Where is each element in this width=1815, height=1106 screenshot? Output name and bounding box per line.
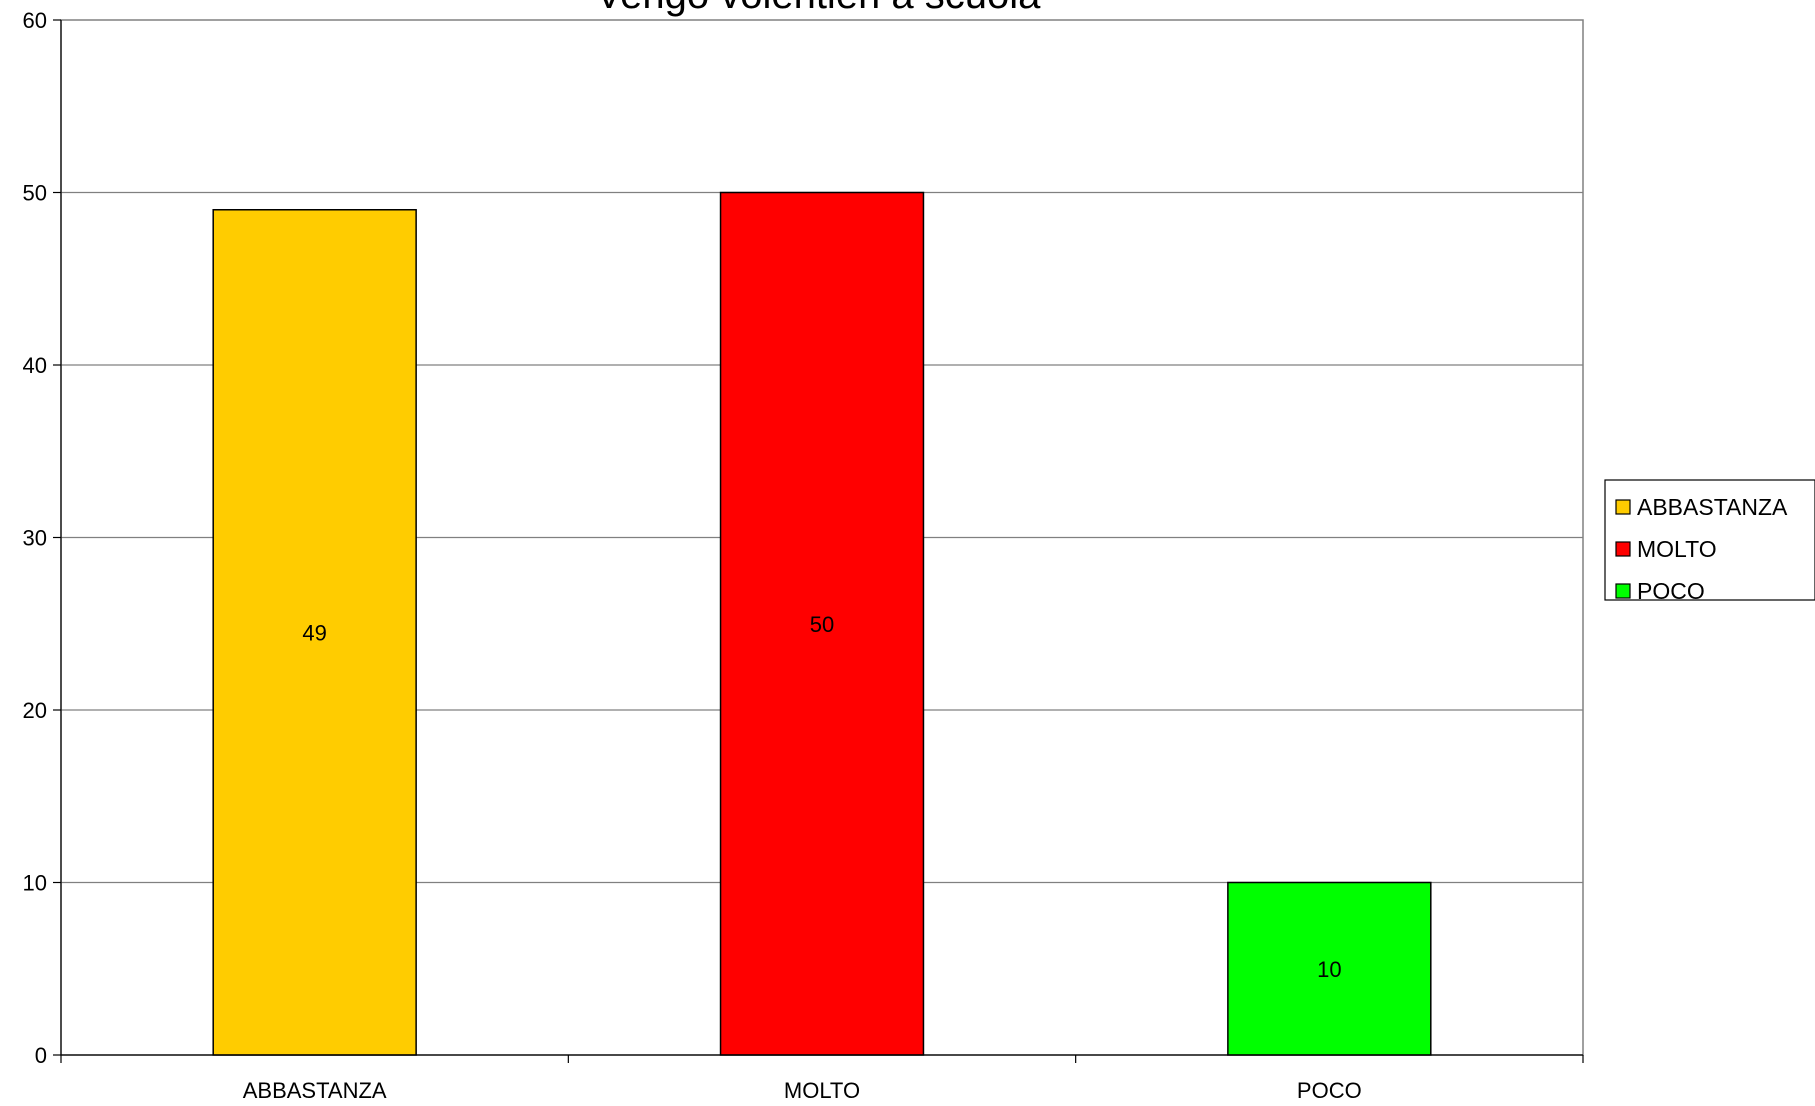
legend-swatch bbox=[1615, 499, 1631, 515]
legend-swatch bbox=[1615, 583, 1631, 599]
axes: 0 10 20 30 40 50 60 ABBASTANZA MOLTO POCO bbox=[23, 8, 1584, 1103]
y-tick-label: 0 bbox=[35, 1043, 47, 1068]
legend-swatch bbox=[1615, 541, 1631, 557]
data-label: 49 bbox=[302, 620, 326, 645]
legend-label: ABBASTANZA bbox=[1637, 494, 1788, 520]
bar-abbastanza bbox=[212, 209, 417, 1056]
chart-title: Vengo volentieri a scuola bbox=[596, 0, 1042, 17]
legend: ABBASTANZA MOLTO POCO bbox=[1604, 479, 1815, 604]
data-label: 50 bbox=[810, 612, 834, 637]
legend-label: MOLTO bbox=[1637, 536, 1717, 562]
y-tick-label: 50 bbox=[23, 181, 47, 206]
data-label: 10 bbox=[1317, 957, 1341, 982]
legend-label: POCO bbox=[1637, 578, 1705, 604]
bars: 49 50 10 bbox=[212, 191, 1432, 1056]
y-tick-label: 20 bbox=[23, 698, 47, 723]
y-tick-label: 40 bbox=[23, 353, 47, 378]
legend-box bbox=[1604, 479, 1815, 601]
y-tick-label: 60 bbox=[23, 8, 47, 33]
x-tick-label: MOLTO bbox=[784, 1078, 860, 1103]
bar-molto bbox=[719, 191, 925, 1056]
y-tick-label: 30 bbox=[23, 526, 47, 551]
x-tick-label: ABBASTANZA bbox=[243, 1078, 387, 1103]
y-tick-label: 10 bbox=[23, 871, 47, 896]
bar-poco bbox=[1227, 881, 1432, 1056]
x-tick-label: POCO bbox=[1297, 1078, 1362, 1103]
